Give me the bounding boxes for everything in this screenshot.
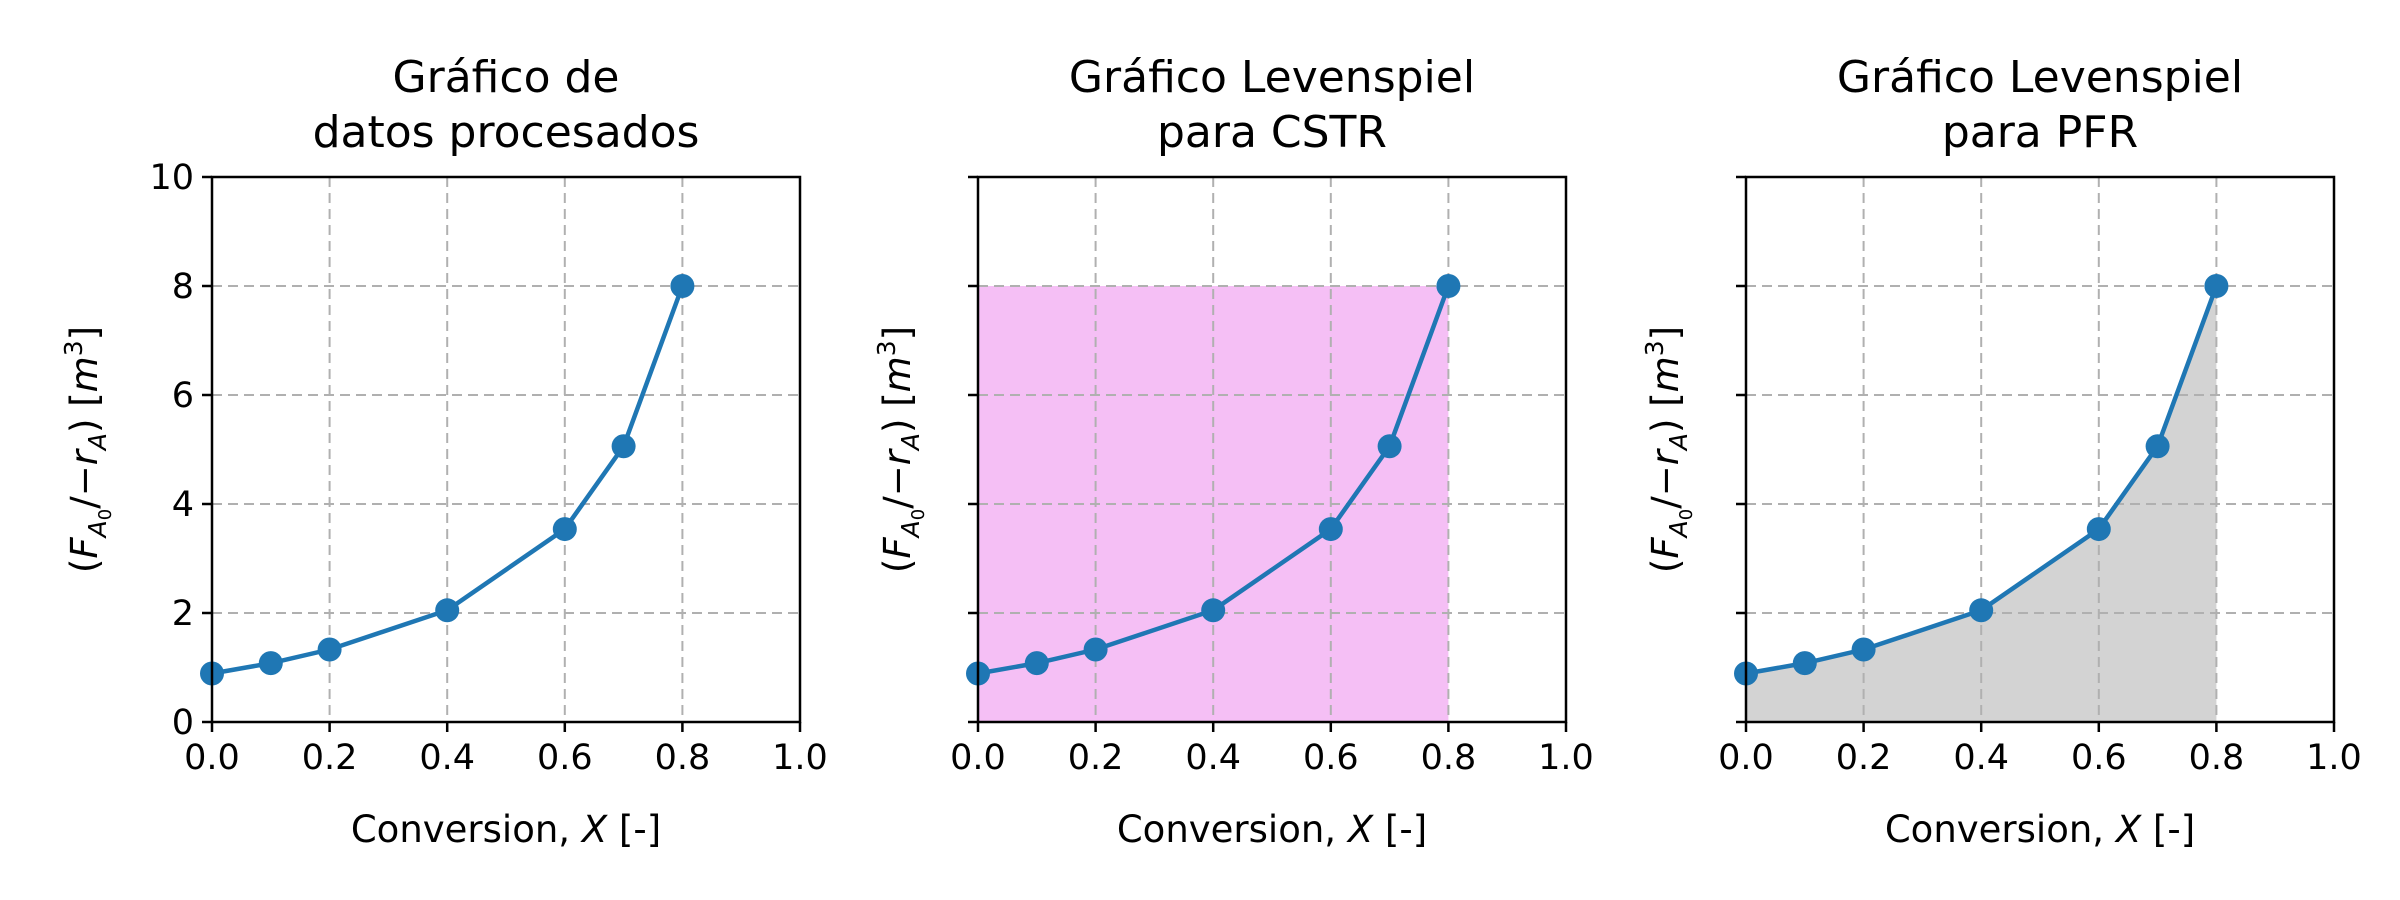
data-point <box>1377 434 1402 459</box>
plot-frame <box>210 175 802 724</box>
x-tick-label: 0.6 <box>537 738 593 778</box>
chart-title-line: para PFR <box>1942 107 2138 158</box>
chart-panel-2: 0.0 0.2 0.4 0.6 0.8 1.0 Gráfico Levenspielpara… <box>872 52 1594 851</box>
data-point <box>258 651 283 676</box>
x-axis-label: Conversion, X [-] <box>1885 808 2195 851</box>
x-tick-label: 0.2 <box>1836 738 1892 778</box>
data-point <box>2204 274 2229 298</box>
x-tick-label: 0.2 <box>302 738 358 778</box>
x-tick-label: 0.4 <box>1953 738 2009 778</box>
y-tick-label: 10 <box>149 158 194 198</box>
data-point <box>1083 637 1108 662</box>
x-tick-label: 1.0 <box>2306 738 2362 778</box>
data-point <box>1318 517 1343 542</box>
x-tick-label: 0.8 <box>655 738 711 778</box>
x-tick-label: 0.8 <box>2189 738 2245 778</box>
data-point <box>1969 598 1994 623</box>
data-point <box>2145 434 2170 459</box>
plot-frame <box>1744 175 2336 724</box>
x-axis-label: Conversion, X [-] <box>351 808 661 851</box>
data-point <box>670 274 695 298</box>
data-point <box>317 637 342 662</box>
x-tick-label: 0.6 <box>1303 738 1359 778</box>
y-tick-label: 8 <box>172 267 194 307</box>
chart-title-line: Gráfico Levenspiel <box>1837 52 2243 103</box>
data-point <box>1024 651 1049 676</box>
data-point <box>1201 598 1226 623</box>
x-tick-label: 0.4 <box>419 738 475 778</box>
y-axis-label: (FA0/−rA) [m3] <box>59 326 116 573</box>
x-tick-label: 0.0 <box>950 738 1006 778</box>
y-tick-label: 6 <box>172 376 194 416</box>
y-tick-label: 0 <box>172 703 194 743</box>
x-axis-label: Conversion, X [-] <box>1117 808 1427 851</box>
chart-title-line: para CSTR <box>1157 107 1387 158</box>
x-tick-label: 0.6 <box>2071 738 2127 778</box>
data-point <box>1851 637 1876 662</box>
chart-title-line: Gráfico Levenspiel <box>1069 52 1475 103</box>
data-point <box>552 517 577 542</box>
chart-title-line: datos procesados <box>313 107 700 158</box>
x-tick-label: 1.0 <box>772 738 828 778</box>
data-point <box>1436 274 1461 298</box>
y-axis-label: (FA0/−rA) [m3] <box>1640 326 1697 573</box>
y-axis-label: (FA0/−rA) [m3] <box>872 326 929 573</box>
x-tick-label: 0.4 <box>1185 738 1241 778</box>
x-tick-label: 1.0 <box>1538 738 1594 778</box>
chart-panel-1: 0.0 0.2 0.4 0.6 0.8 1.0 0 2 4 6 8 10 Gráfico dedatos… <box>59 52 828 851</box>
data-point <box>1792 651 1817 676</box>
plot-frame <box>976 175 1568 724</box>
x-tick-label: 0.0 <box>1718 738 1774 778</box>
x-tick-label: 0.2 <box>1068 738 1124 778</box>
data-point <box>611 434 636 459</box>
chart-title-line: Gráfico de <box>393 52 620 103</box>
chart-panel-3: 0.0 0.2 0.4 0.6 0.8 1.0 Gráfico Levenspielpara… <box>1640 52 2362 851</box>
x-tick-label: 0.0 <box>184 738 240 778</box>
y-tick-label: 2 <box>172 594 194 634</box>
data-point <box>2086 517 2111 542</box>
data-point <box>435 598 460 623</box>
y-tick-label: 4 <box>172 485 194 525</box>
x-tick-label: 0.8 <box>1421 738 1477 778</box>
